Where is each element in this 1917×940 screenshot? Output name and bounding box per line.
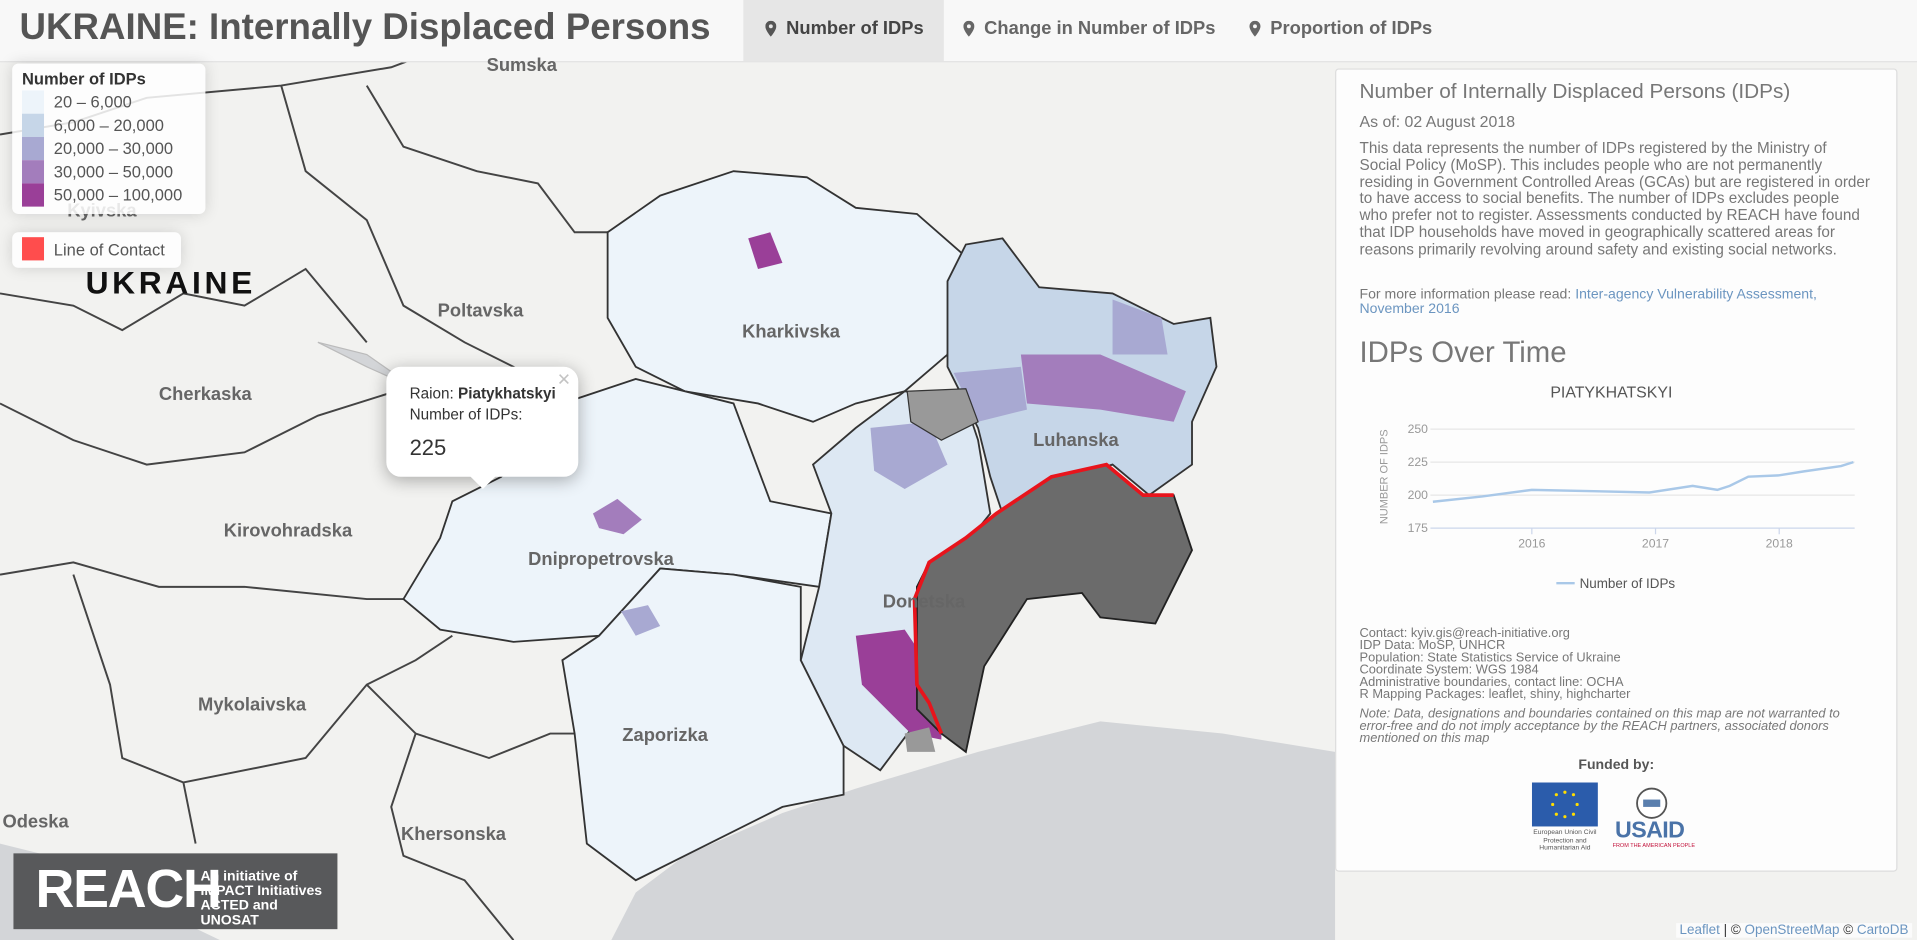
contact-legend: Line of Contact xyxy=(12,232,181,268)
y-tick-label: 225 xyxy=(1408,455,1429,469)
popup-label: Raion: xyxy=(409,385,454,403)
tagline-line: An initiative of xyxy=(200,869,298,884)
attribution-text: | © xyxy=(1723,923,1741,938)
legend-label: 20 – 6,000 xyxy=(53,92,132,112)
description: This data represents the number of IDPs … xyxy=(1359,139,1871,258)
legend-swatch xyxy=(22,90,45,114)
tab[interactable]: Change in Number of IDPs xyxy=(941,0,1235,61)
y-tick-label: 250 xyxy=(1408,422,1429,436)
popup-raion: Piatykhatskyi xyxy=(458,385,556,403)
logo-tagline: An initiative of IMPACT Initiatives ACTED … xyxy=(201,869,338,928)
legend-label: 30,000 – 50,000 xyxy=(53,162,174,181)
credit-line: Population: State Statistics Service of … xyxy=(1359,650,1621,666)
credit-line: IDP Data: MoSP, UNHCR xyxy=(1359,638,1506,653)
y-tick-label: 175 xyxy=(1408,521,1429,535)
legend-label: Line of Contact xyxy=(53,240,165,260)
legend-swatch xyxy=(22,136,45,161)
tagline-line: ACTED and UNOSAT xyxy=(200,898,278,928)
country-label: UKRAINE xyxy=(86,264,256,300)
region-label: Luhanska xyxy=(1033,430,1119,452)
line-chart: PIATYKHATSKYI NUMBER OF IDPS 175 200 225 25… xyxy=(1379,384,1855,591)
legend-swatch xyxy=(22,113,45,137)
legend-swatch xyxy=(22,183,45,207)
legend: Number of IDPs 20 – 6,000 6,000 – 20,000 2… xyxy=(12,63,206,214)
tab-label: Number of IDPs xyxy=(786,18,924,40)
legend-swatch xyxy=(22,237,45,261)
legend-row: 50,000 – 100,000 xyxy=(22,183,200,207)
legend-items: 20 – 6,000 6,000 – 20,000 20,000 – 30,000 3… xyxy=(22,90,200,207)
credits: Contact: kyiv.gis@reach-initiative.org ID… xyxy=(1359,625,1871,702)
popup: × Raion: Piatykhatskyi Number of IDPs: 2… xyxy=(386,366,579,490)
region-label: Sumska xyxy=(486,55,557,76)
region-label: Kirovohradska xyxy=(223,520,353,542)
tab[interactable]: Number of IDPs xyxy=(743,0,944,62)
chart-title: PIATYKHATSKYI xyxy=(1550,384,1672,401)
region-label: Kharkivska xyxy=(742,321,840,343)
tab-label: Proportion of IDPs xyxy=(1270,18,1433,40)
usaid-seal xyxy=(1636,787,1668,819)
eu-text: European Union Civil Protection and Huma… xyxy=(1533,828,1597,853)
data-line xyxy=(1432,460,1854,503)
more-info: For more information please read: xyxy=(1359,287,1572,302)
x-tick-label: 2017 xyxy=(1642,537,1669,551)
header: UKRAINE: Internally Displaced Persons Nu… xyxy=(0,0,1917,63)
attribution-link[interactable]: OpenStreetMap xyxy=(1744,923,1840,938)
popup-close[interactable]: × xyxy=(557,366,571,392)
legend-title: Number of IDPs xyxy=(22,69,146,89)
legend-label: Number of IDPs xyxy=(1580,576,1676,591)
as-of: As of: 02 August 2018 xyxy=(1359,112,1516,131)
popup-value: 225 xyxy=(409,435,447,460)
usaid-tag: FROM THE AMERICAN PEOPLE xyxy=(1612,842,1696,849)
x-tick-label: 2016 xyxy=(1518,537,1545,551)
region-label: Cherkaska xyxy=(158,383,252,405)
attribution-link[interactable]: CartoDB xyxy=(1856,923,1909,938)
y-axis-label: NUMBER OF IDPS xyxy=(1379,429,1391,524)
legend-label: 6,000 – 20,000 xyxy=(53,116,164,135)
tagline-line: IMPACT Initiatives xyxy=(200,883,323,899)
region-label: Khersonska xyxy=(401,824,506,845)
attribution: Leaflet | © OpenStreetMap © CartoDB xyxy=(1675,923,1913,938)
legend-label: 20,000 – 30,000 xyxy=(53,139,174,158)
region-label: Poltavska xyxy=(437,300,524,322)
attribution-text: © xyxy=(1843,923,1854,938)
tab-label: Change in Number of IDPs xyxy=(984,18,1216,40)
logo-name: REACH xyxy=(35,859,221,920)
credit-line: Contact: kyiv.gis@reach-initiative.org xyxy=(1359,625,1570,641)
chart-heading: IDPs Over Time xyxy=(1359,336,1567,370)
more-link[interactable]: Inter-agency Vulnerability Assessment, N… xyxy=(1359,287,1817,317)
panel-heading: Number of Internally Displaced Persons (… xyxy=(1359,79,1791,103)
info-panel: Number of Internally Displaced Persons (… xyxy=(1335,68,1898,872)
legend-row: 20,000 – 30,000 xyxy=(22,136,200,161)
region-label: Zaporizka xyxy=(622,724,708,746)
attribution-link[interactable]: Leaflet xyxy=(1679,923,1720,938)
region-label: Donetska xyxy=(882,591,966,613)
region-label: Dnipropetrovska xyxy=(528,548,674,570)
tab[interactable]: Proportion of IDPs xyxy=(1227,0,1451,61)
eu-flag xyxy=(1531,782,1598,827)
legend-row: 30,000 – 50,000 xyxy=(22,160,200,184)
legend-swatch xyxy=(22,160,45,184)
y-tick-label: 200 xyxy=(1408,488,1429,502)
note: Note: Data, designations and boundaries … xyxy=(1359,706,1840,746)
credit-line: Coordinate System: WGS 1984 xyxy=(1359,662,1539,678)
popup-label: Number of IDPs: xyxy=(409,405,523,424)
popup-tip xyxy=(469,475,497,490)
page-title: UKRAINE: Internally Displaced Persons xyxy=(19,7,711,48)
credit-line: Administrative boundaries, contact line:… xyxy=(1359,674,1624,690)
region-label: Odeska xyxy=(2,811,69,833)
usaid: USAID xyxy=(1615,817,1685,844)
region-label: Mykolaivska xyxy=(198,694,307,716)
funded-by: Funded by: xyxy=(1578,757,1655,773)
legend-row: 6,000 – 20,000 xyxy=(22,113,200,137)
x-tick-label: 2018 xyxy=(1766,537,1793,551)
credit-line: R Mapping Packages: leaflet, shiny, high… xyxy=(1359,687,1631,702)
legend-label: 50,000 – 100,000 xyxy=(53,185,183,205)
reach-logo: REACH An initiative of IMPACT Initiatives… xyxy=(13,853,338,930)
legend-row: 20 – 6,000 xyxy=(22,90,200,114)
